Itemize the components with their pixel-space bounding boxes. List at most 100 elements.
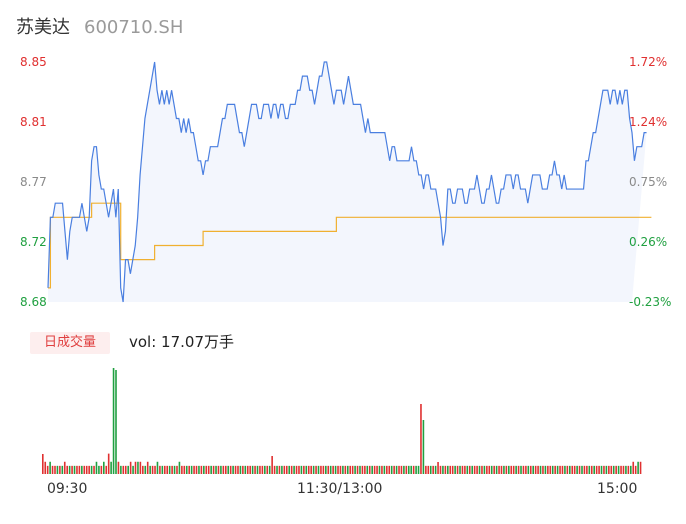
y-tick-left: 8.81 bbox=[20, 115, 47, 129]
volume-bar bbox=[281, 465, 283, 474]
price-area bbox=[48, 62, 647, 302]
volume-bar bbox=[88, 465, 90, 474]
volume-bar bbox=[220, 465, 222, 474]
volume-bar bbox=[105, 465, 108, 474]
volume-bar bbox=[334, 465, 337, 474]
volume-bar bbox=[559, 465, 561, 474]
y-tick-left: 8.72 bbox=[20, 235, 47, 249]
volume-bar bbox=[505, 465, 508, 474]
volume-bar bbox=[325, 465, 327, 474]
volume-bar bbox=[183, 465, 186, 474]
volume-bar bbox=[154, 465, 156, 474]
volume-bar bbox=[612, 465, 615, 474]
volume-bar bbox=[410, 465, 413, 474]
volume-bar bbox=[134, 461, 137, 474]
volume-bar bbox=[617, 465, 620, 474]
volume-bar bbox=[337, 465, 339, 474]
volume-bar bbox=[283, 465, 286, 474]
volume-bar bbox=[610, 465, 613, 474]
volume-bar bbox=[54, 465, 56, 474]
volume-bar bbox=[120, 465, 122, 474]
volume-bar bbox=[307, 465, 310, 474]
right-axis-ticks: 1.72% 1.24% 0.75% 0.26% -0.23% bbox=[629, 55, 671, 309]
volume-bar bbox=[285, 465, 288, 474]
volume-bar bbox=[259, 465, 261, 474]
volume-bar bbox=[215, 465, 217, 474]
volume-bar bbox=[400, 465, 403, 474]
volume-bar bbox=[620, 465, 622, 474]
volume-bar bbox=[232, 465, 234, 474]
volume-bar bbox=[171, 465, 173, 474]
volume-bar bbox=[447, 465, 449, 474]
volume-bar bbox=[249, 465, 251, 474]
volume-bar bbox=[422, 420, 425, 474]
volume-bar bbox=[529, 465, 532, 474]
volume-bar bbox=[61, 465, 64, 474]
volume-bar bbox=[239, 465, 242, 474]
volume-bar bbox=[242, 465, 244, 474]
volume-bar bbox=[381, 465, 383, 474]
volume-bar bbox=[188, 465, 190, 474]
volume-bar bbox=[605, 465, 608, 474]
volume-bar bbox=[293, 465, 295, 474]
volume-bar bbox=[515, 465, 517, 474]
volume-bar bbox=[503, 465, 505, 474]
volume-tab[interactable]: 日成交量 bbox=[30, 332, 110, 354]
volume-bar bbox=[322, 465, 325, 474]
volume-bar bbox=[354, 465, 356, 474]
volume-bar bbox=[588, 465, 591, 474]
volume-bar bbox=[95, 461, 98, 474]
volume-bar bbox=[217, 465, 220, 474]
volume-bar bbox=[195, 465, 198, 474]
volume-bar bbox=[124, 465, 127, 474]
volume-bar bbox=[522, 465, 525, 474]
volume-bar bbox=[66, 465, 68, 474]
volume-bar bbox=[434, 465, 437, 474]
volume-bar bbox=[271, 456, 273, 474]
volume-bar bbox=[327, 465, 330, 474]
volume-bar bbox=[534, 465, 537, 474]
volume-bar bbox=[454, 465, 456, 474]
volume-bar bbox=[63, 461, 66, 474]
volume-bar bbox=[127, 465, 129, 474]
volume-bar bbox=[366, 465, 369, 474]
volume-bar bbox=[166, 465, 169, 474]
volume-bar bbox=[346, 465, 349, 474]
volume-bar bbox=[632, 461, 635, 474]
avg-line bbox=[48, 202, 652, 289]
volume-bar bbox=[268, 465, 271, 474]
volume-bar bbox=[320, 465, 322, 474]
volume-bar bbox=[486, 465, 488, 474]
volume-bar bbox=[288, 465, 291, 474]
volume-bar bbox=[527, 465, 530, 474]
stock-code: 600710.SH bbox=[84, 17, 184, 38]
volume-bar bbox=[495, 465, 498, 474]
volume-bar bbox=[329, 465, 332, 474]
volume-bar bbox=[490, 465, 493, 474]
volume-bar bbox=[93, 465, 95, 474]
volume-bar bbox=[373, 465, 376, 474]
volume-bar bbox=[276, 465, 278, 474]
volume-bar bbox=[237, 465, 239, 474]
time-label-open: 09:30 bbox=[47, 481, 88, 497]
volume-bar bbox=[525, 465, 527, 474]
volume-bar bbox=[200, 465, 203, 474]
volume-bar bbox=[449, 465, 452, 474]
volume-bar bbox=[417, 465, 420, 474]
volume-bar bbox=[117, 461, 120, 474]
volume-bar bbox=[539, 465, 542, 474]
volume-bar bbox=[586, 465, 588, 474]
volume-bar bbox=[464, 465, 466, 474]
volume-bar bbox=[112, 368, 115, 474]
volume-bar bbox=[356, 465, 359, 474]
volume-bar bbox=[398, 465, 400, 474]
volume-bar bbox=[432, 465, 434, 474]
volume-bars bbox=[42, 368, 642, 474]
volume-bar bbox=[437, 462, 439, 474]
volume-bar bbox=[161, 465, 164, 474]
volume-bar bbox=[473, 465, 476, 474]
volume-bar bbox=[305, 465, 308, 474]
volume-bar bbox=[608, 465, 610, 474]
volume-bar bbox=[178, 461, 181, 474]
